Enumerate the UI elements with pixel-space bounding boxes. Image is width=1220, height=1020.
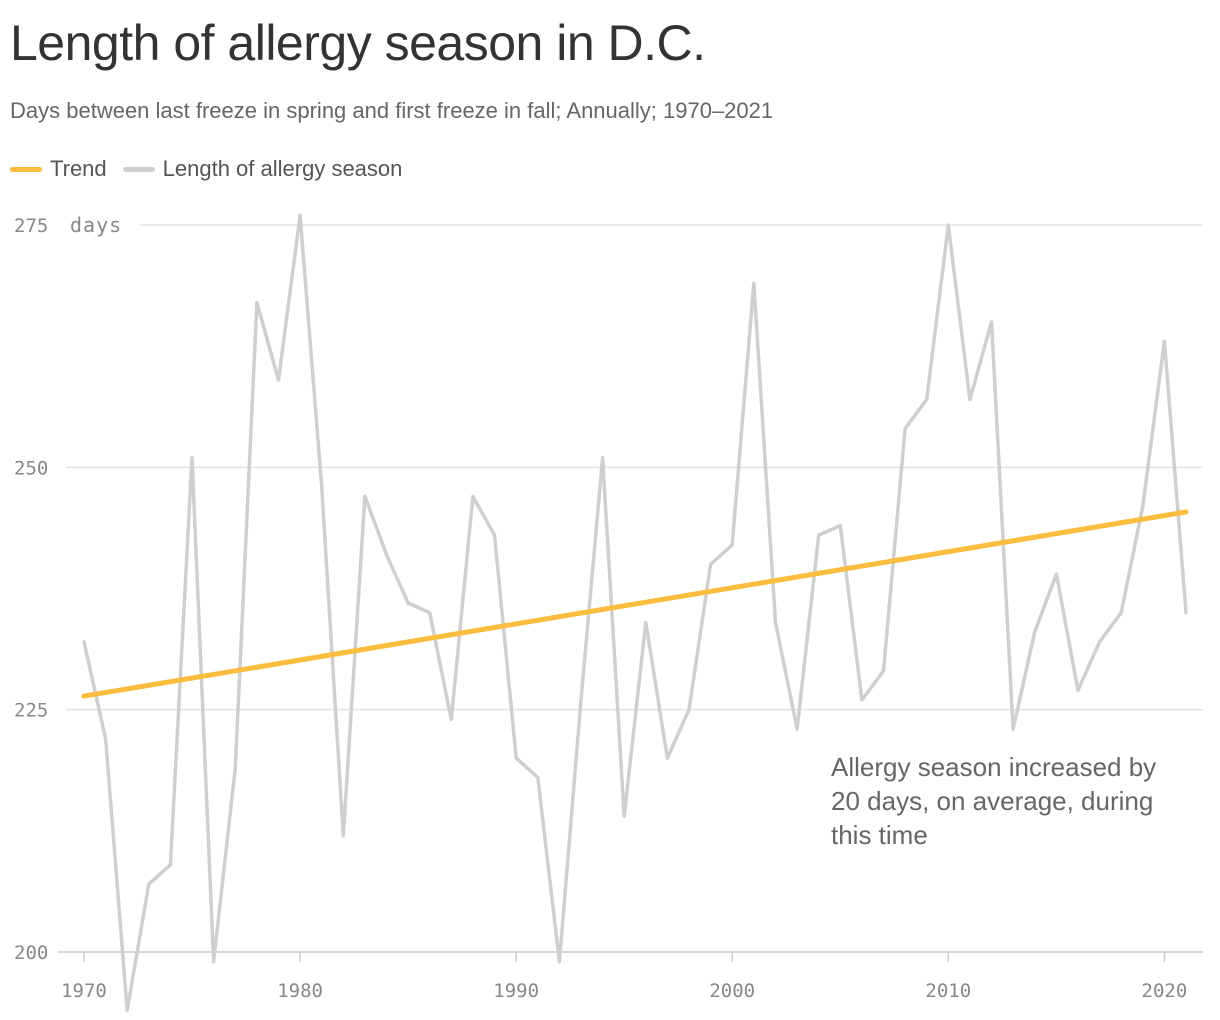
data-point-2003 (795, 727, 799, 731)
annotation-line-1: Allergy season increased by (831, 752, 1157, 782)
data-point-2009 (925, 398, 929, 401)
legend-label-trend: Trend (50, 156, 107, 181)
legend-label-allergy-season: Length of allergy season (162, 156, 403, 181)
data-point-2018 (1119, 611, 1123, 615)
y-tick-label-275: 275 (14, 215, 48, 237)
data-point-2005 (838, 524, 842, 527)
legend: Trend Length of allergy season (10, 156, 418, 182)
data-point-1987 (449, 717, 453, 721)
y-axis-unit-label: days (70, 213, 122, 237)
data-point-2012 (990, 320, 993, 324)
data-point-2013 (1011, 727, 1015, 731)
data-point-1997 (665, 756, 669, 760)
data-point-2019 (1141, 504, 1145, 508)
x-tick-label-2000: 2000 (709, 980, 755, 1002)
data-point-2010 (946, 223, 950, 227)
data-point-1983 (363, 494, 367, 498)
data-point-2000 (730, 543, 734, 547)
legend-item-trend: Trend (10, 156, 107, 182)
x-tick-label-1980: 1980 (277, 980, 323, 1002)
annotation-line-3: this time (831, 820, 928, 850)
data-point-1980 (298, 213, 302, 217)
data-point-1970 (82, 640, 86, 644)
data-point-1998 (687, 708, 691, 712)
data-point-1982 (341, 834, 345, 838)
data-point-1975 (190, 456, 194, 460)
data-point-2015 (1054, 572, 1058, 576)
data-point-2007 (882, 669, 885, 673)
annotation-line-2: 20 days, on average, during (831, 786, 1154, 816)
x-tick-label-1990: 1990 (493, 980, 539, 1002)
y-tick-label-225: 225 (14, 700, 48, 722)
legend-swatch-allergy-season (122, 166, 155, 172)
chart-subtitle: Days between last freeze in spring and f… (10, 98, 774, 123)
data-point-2004 (817, 533, 821, 537)
data-point-1988 (471, 494, 475, 498)
data-point-1973 (147, 882, 151, 886)
data-point-1991 (536, 776, 540, 779)
y-tick-label-200: 200 (14, 942, 48, 964)
series-line-trend (81, 509, 1189, 699)
x-tick-label-2020: 2020 (1142, 980, 1188, 1002)
data-point-1999 (709, 562, 713, 566)
data-point-1979 (277, 378, 280, 382)
data-point-2014 (1033, 630, 1037, 634)
data-point-2016 (1076, 688, 1080, 692)
series-line-allergy-season (82, 213, 1188, 1012)
data-point-1990 (514, 756, 518, 760)
data-point-1978 (255, 301, 259, 304)
x-tick-label-1970: 1970 (61, 980, 107, 1002)
data-point-2017 (1098, 640, 1102, 644)
y-tick-label-250: 250 (14, 457, 48, 479)
data-point-1994 (601, 456, 605, 460)
data-point-1996 (644, 620, 648, 624)
data-point-1976 (212, 960, 216, 964)
data-point-2006 (860, 698, 864, 702)
data-point-2001 (752, 281, 756, 285)
chart-title: Length of allergy season in D.C. (10, 15, 706, 71)
data-point-2011 (968, 398, 972, 401)
data-point-1989 (493, 533, 496, 537)
legend-swatch-trend (10, 166, 42, 172)
data-point-1993 (579, 698, 583, 702)
data-point-1992 (557, 960, 561, 964)
data-point-2008 (903, 427, 907, 431)
x-tick-label-2010: 2010 (925, 980, 971, 1002)
data-point-1977 (233, 766, 237, 770)
data-point-2021 (1184, 611, 1188, 615)
data-point-2020 (1162, 339, 1166, 343)
data-point-1985 (406, 601, 410, 605)
data-point-1995 (622, 814, 626, 818)
data-point-1984 (385, 553, 388, 557)
data-point-1971 (104, 737, 108, 741)
legend-item-allergy-season: Length of allergy season (122, 156, 403, 182)
chart-annotation: Allergy season increased by 20 days, on … (831, 750, 1156, 852)
data-point-1981 (320, 485, 324, 489)
data-point-1972 (125, 1008, 129, 1012)
data-point-2002 (774, 620, 777, 624)
data-point-1974 (168, 863, 172, 867)
data-point-1986 (428, 611, 432, 615)
